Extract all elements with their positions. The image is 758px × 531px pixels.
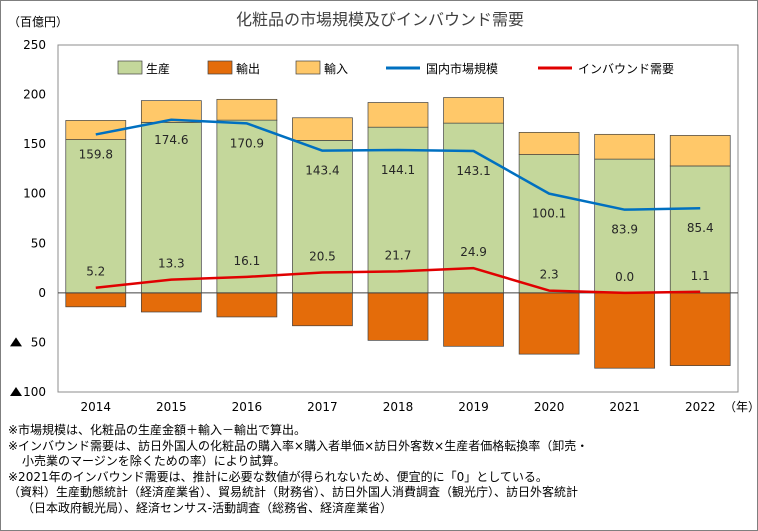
bar-import (594, 133, 656, 160)
bar-export (594, 292, 656, 369)
data-label-inbound: 2.3 (540, 268, 559, 282)
note-market-size: ※市場規模は、化粧品の生産金額＋輸入－輸出で算出。 (8, 423, 307, 437)
negative-marker-icon (10, 387, 22, 396)
legend-import-label: 輸入 (324, 61, 348, 76)
data-label-inbound: 5.2 (86, 265, 105, 279)
bar-production (594, 158, 656, 294)
x-tick-label: 2021 (609, 400, 640, 414)
data-label-domestic: 170.9 (230, 136, 264, 150)
negative-marker-icon (10, 337, 22, 347)
legend-domestic-market-label: 国内市場規模 (426, 61, 498, 76)
x-tick-label: 2018 (383, 400, 414, 414)
note-inbound-method: ※インバウンド需要は、訪日外国人の化粧品の購入率×購入者単価×訪日外客数×生産者… (8, 438, 589, 453)
y-tick-label: 250 (23, 38, 46, 52)
note-sources-cont: （日本政府観光局）、経済センサス-活動調査（総務省、経済産業省） (22, 500, 393, 515)
x-tick-label: 2014 (81, 400, 112, 414)
y-tick-label: 100 (23, 385, 46, 399)
bar-production (140, 121, 202, 294)
data-label-domestic: 143.4 (305, 164, 339, 178)
bar-export (140, 292, 202, 313)
data-label-inbound: 0.0 (615, 270, 634, 284)
data-label-domestic: 159.8 (79, 147, 113, 161)
data-label-domestic: 85.4 (687, 221, 714, 235)
data-label-inbound: 21.7 (385, 248, 412, 262)
x-tick-label: 2016 (232, 400, 263, 414)
x-tick-label: 2022 (685, 400, 716, 414)
bar-export (518, 292, 580, 355)
x-tick-label: 2017 (307, 400, 338, 414)
data-label-inbound: 13.3 (158, 257, 185, 271)
bar-export (367, 292, 429, 341)
data-label-inbound: 20.5 (309, 250, 336, 264)
line-inbound-demand (95, 266, 701, 295)
legend-production-swatch (117, 60, 143, 75)
bar-import (140, 100, 202, 123)
bar-import (367, 102, 429, 128)
bar-production (65, 139, 127, 294)
data-label-domestic: 143.1 (456, 164, 490, 178)
bar-import (518, 131, 580, 155)
bar-import (669, 135, 731, 167)
bar-production (367, 126, 429, 294)
bar-import (292, 117, 353, 141)
y-tick-label: 50 (31, 335, 46, 349)
note-sources: （資料）生産動態統計（経済産業省）、貿易統計（財務省）、訪日外国人消費調査（観光… (8, 485, 579, 500)
legend-production-label: 生産 (146, 61, 170, 76)
legend-export-label: 輸出 (236, 61, 260, 76)
y-tick-label: 150 (23, 137, 46, 151)
unit-label: （百億円） (8, 15, 68, 29)
plot-area (57, 44, 739, 393)
notes-block: ※市場規模は、化粧品の生産金額＋輸入－輸出で算出。 ※インバウンド需要は、訪日外… (8, 423, 753, 517)
data-label-domestic: 144.1 (381, 163, 415, 177)
bar-import (216, 98, 278, 121)
line-domestic-market (95, 118, 701, 211)
data-label-domestic: 83.9 (611, 223, 638, 237)
legend-import-swatch (295, 60, 321, 75)
data-label-domestic: 100.1 (532, 207, 566, 221)
bar-export (292, 292, 353, 327)
bar-production (292, 140, 353, 294)
legend-export-swatch (207, 60, 233, 75)
data-label-inbound: 24.9 (460, 245, 487, 259)
bar-import (443, 97, 504, 124)
legend-inbound-demand-label: インバウンド需要 (578, 62, 674, 76)
y-tick-label: 50 (31, 236, 46, 250)
x-unit-label: （年） (724, 400, 758, 414)
bar-export (216, 292, 278, 318)
bar-export (669, 292, 731, 366)
bar-production (518, 154, 580, 294)
x-tick-label: 2020 (534, 400, 565, 414)
bar-export (443, 292, 504, 347)
data-label-inbound: 1.1 (691, 269, 710, 283)
x-tick-label: 2019 (458, 400, 489, 414)
bar-export (65, 292, 127, 308)
note-inbound-method-cont: 小売業のマージンを除くための率）により試算。 (22, 454, 286, 469)
chart-title: 化粧品の市場規模及びインバウンド需要 (236, 10, 524, 29)
y-tick-label: 200 (23, 88, 46, 102)
data-label-inbound: 16.1 (234, 254, 261, 268)
bar-import (65, 120, 127, 140)
y-tick-label: 100 (23, 187, 46, 201)
x-tick-label: 2015 (156, 400, 187, 414)
y-tick-label: 0 (38, 286, 46, 300)
note-2021: ※2021年のインバウンド需要は、推計に必要な数値が得られないため、便宜的に「0… (8, 469, 548, 484)
data-label-domestic: 174.6 (154, 133, 188, 147)
bar-production (216, 119, 278, 294)
